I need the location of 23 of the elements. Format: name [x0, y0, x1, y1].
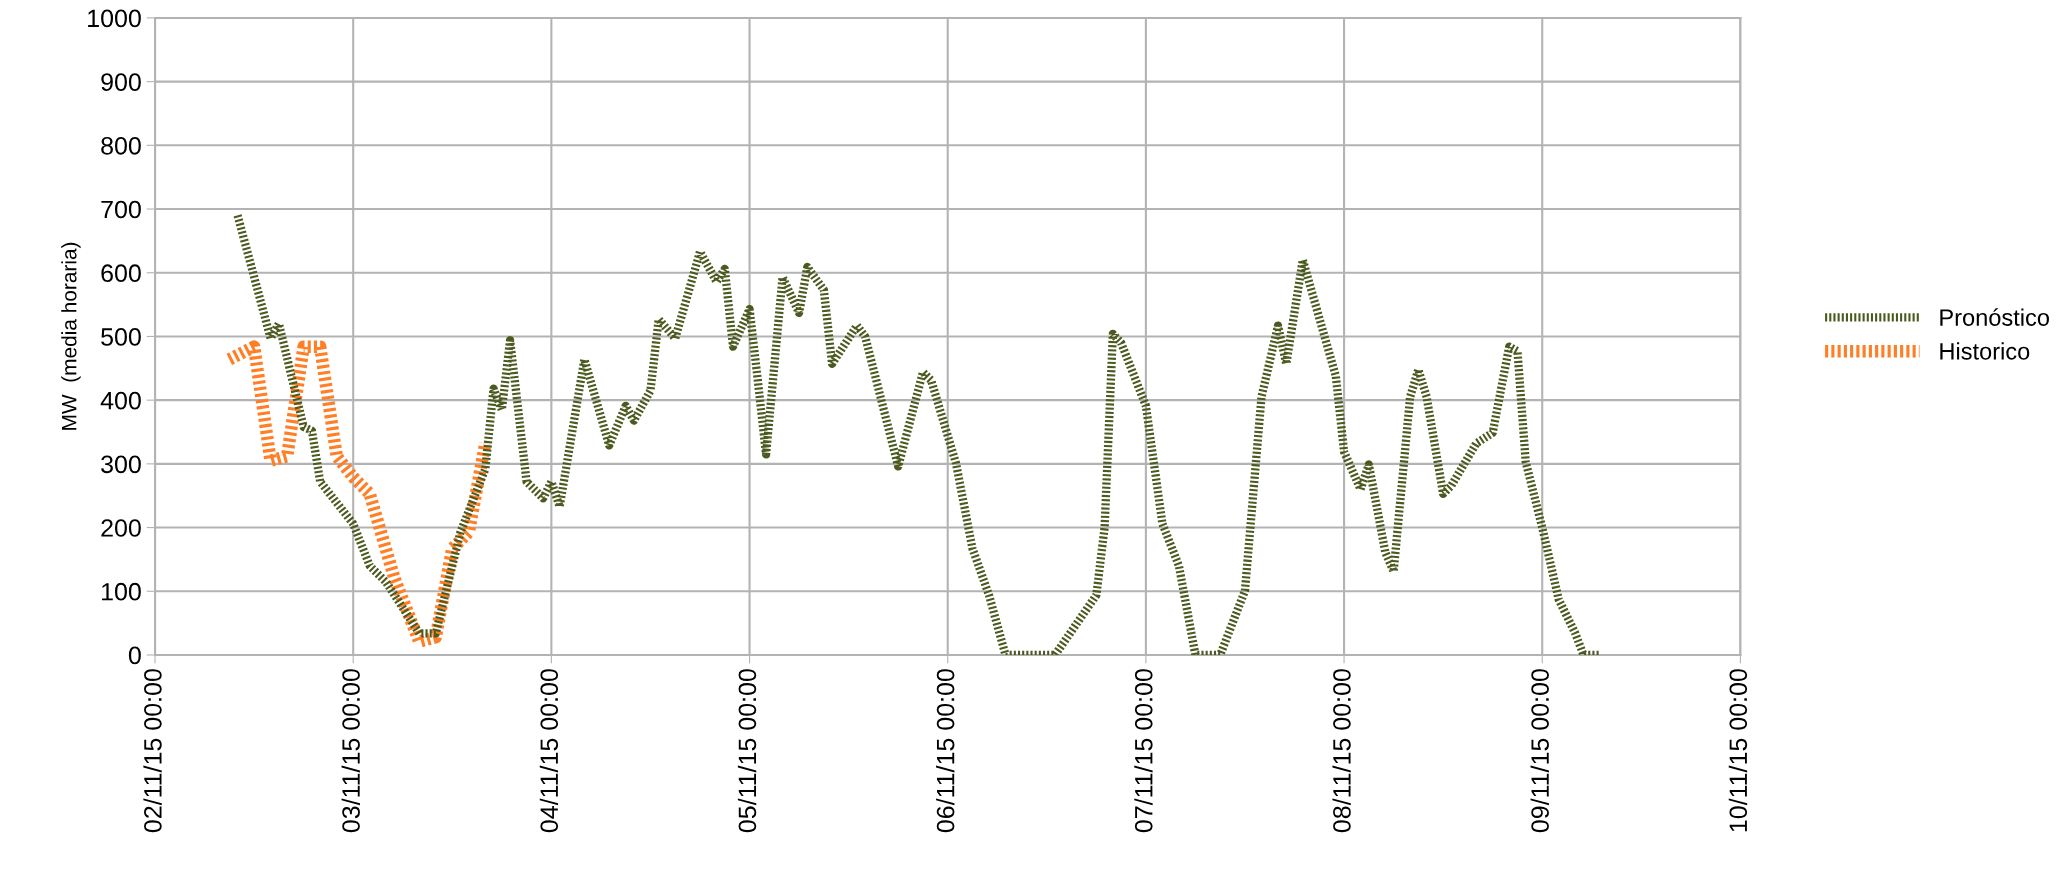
x-tick-label: 04/11/15 00:00 — [539, 669, 559, 833]
y-tick-label: 400 — [100, 391, 141, 410]
x-tick-label: 05/11/15 00:00 — [737, 669, 757, 833]
y-tick-label: 600 — [101, 264, 141, 283]
x-tick-label: 08/11/15 00:00 — [1332, 669, 1351, 833]
x-tick-label: 02/11/15 00:00 — [143, 669, 162, 833]
y-tick-label: 300 — [101, 455, 141, 474]
x-tick-label: 06/11/15 00:00 — [936, 669, 955, 833]
y-tick-label: 700 — [101, 200, 141, 219]
legend-label: Pronóstico — [1940, 308, 2049, 326]
y-tick-label: 0 — [128, 646, 141, 665]
y-axis-title: MW (media horaria) — [61, 242, 81, 430]
y-tick-label: 500 — [101, 328, 141, 346]
y-tick-label: 900 — [101, 73, 141, 91]
y-tick-label: 1000 — [88, 9, 141, 28]
y-tick-label: 800 — [101, 136, 141, 155]
y-tick-label: 100 — [102, 582, 141, 601]
x-tick-label: 09/11/15 00:00 — [1530, 669, 1549, 833]
x-tick-label: 03/11/15 00:00 — [341, 669, 360, 833]
x-tick-label: 07/11/15 00:00 — [1134, 669, 1153, 833]
x-tick-label: 10/11/15 00:00 — [1728, 669, 1748, 832]
legend-label: Historico — [1940, 342, 2030, 360]
y-tick-label: 200 — [101, 519, 141, 537]
